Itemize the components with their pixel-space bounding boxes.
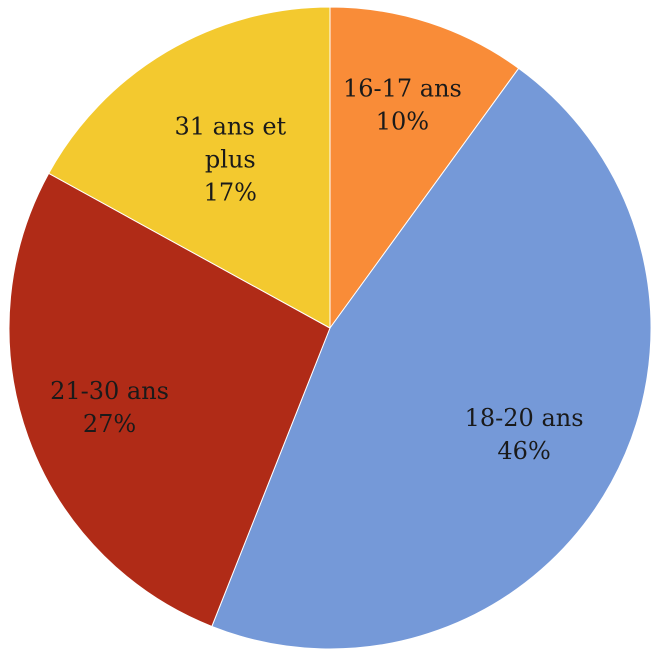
pie-labels: 16-17 ans 10% 18-20 ans 46% 21-30 ans 27% 31 a… [50, 75, 583, 466]
slice-label-0: 16-17 ans 10% [343, 75, 462, 136]
slice-label-1: 18-20 ans 46% [465, 404, 584, 465]
pie-slice-1 [211, 67, 652, 650]
pie-slice-0 [329, 6, 520, 330]
pie-slice-3 [48, 6, 331, 329]
slice-label-3: 31 ans et plus 17% [174, 112, 286, 206]
pie-slice-2 [8, 172, 331, 628]
slice-label-2: 21-30 ans 27% [50, 377, 169, 438]
pie-slices [8, 6, 652, 650]
